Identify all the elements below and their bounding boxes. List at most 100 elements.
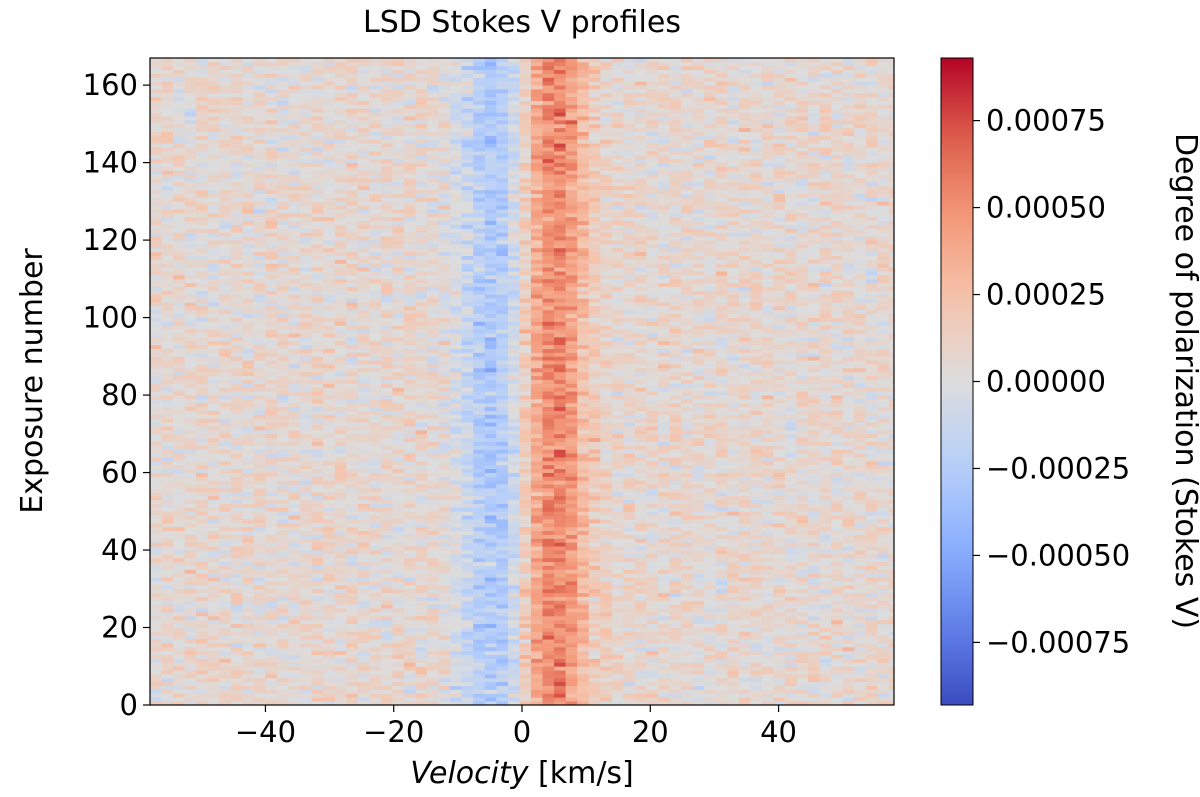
heatmap-cell bbox=[450, 693, 463, 698]
heatmap-cell bbox=[842, 584, 855, 590]
heatmap-cell bbox=[831, 437, 844, 442]
heatmap-cell bbox=[196, 643, 209, 648]
heatmap-cell bbox=[334, 526, 347, 532]
heatmap-cell bbox=[473, 410, 486, 415]
heatmap-cell bbox=[646, 445, 659, 450]
heatmap-cell bbox=[253, 623, 266, 628]
heatmap-cell bbox=[623, 530, 636, 535]
heatmap-cell bbox=[796, 526, 809, 532]
heatmap-cell bbox=[519, 550, 532, 555]
heatmap-cell bbox=[750, 646, 763, 652]
heatmap-cell bbox=[784, 697, 797, 702]
heatmap-cell bbox=[196, 662, 209, 667]
heatmap-cell bbox=[692, 507, 705, 512]
heatmap-cell bbox=[323, 468, 336, 473]
heatmap-cell bbox=[150, 577, 162, 582]
heatmap-cell bbox=[357, 530, 370, 535]
heatmap-cell bbox=[888, 476, 895, 481]
heatmap-cell bbox=[530, 553, 543, 559]
heatmap-cell bbox=[380, 429, 393, 435]
heatmap-cell bbox=[496, 457, 509, 462]
heatmap-cell bbox=[219, 422, 232, 427]
heatmap-cell bbox=[207, 453, 220, 458]
heatmap-cell bbox=[819, 464, 832, 470]
heatmap-cell bbox=[681, 484, 693, 489]
heatmap-cell bbox=[623, 511, 636, 516]
heatmap-cell bbox=[346, 445, 359, 450]
heatmap-cell bbox=[461, 499, 474, 504]
heatmap-cell bbox=[403, 433, 416, 439]
heatmap-cell bbox=[727, 550, 740, 555]
heatmap-cell bbox=[519, 426, 532, 431]
heatmap-cell bbox=[600, 491, 613, 497]
heatmap-cell bbox=[784, 410, 797, 415]
heatmap-cell bbox=[242, 538, 255, 543]
heatmap-cell bbox=[611, 697, 624, 702]
heatmap-cell bbox=[761, 410, 774, 415]
heatmap-cell bbox=[646, 433, 659, 439]
heatmap-cell bbox=[253, 406, 266, 411]
heatmap-cell bbox=[415, 457, 428, 462]
heatmap-cell bbox=[530, 550, 543, 555]
heatmap-cell bbox=[738, 534, 751, 539]
heatmap-cell bbox=[300, 538, 313, 543]
heatmap-cell bbox=[796, 612, 809, 617]
heatmap-cell bbox=[484, 449, 497, 454]
heatmap-cell bbox=[450, 592, 463, 597]
heatmap-cell bbox=[473, 619, 486, 625]
heatmap-cell bbox=[323, 701, 336, 706]
heatmap-cell bbox=[715, 584, 728, 590]
heatmap-cell bbox=[554, 522, 567, 528]
heatmap-cell bbox=[253, 604, 266, 609]
heatmap-cell bbox=[184, 681, 197, 687]
heatmap-cell bbox=[554, 460, 567, 466]
heatmap-cell bbox=[808, 445, 820, 450]
heatmap-cell bbox=[473, 503, 486, 508]
heatmap-cell bbox=[657, 670, 670, 675]
heatmap-cell bbox=[173, 445, 186, 450]
heatmap-cell bbox=[507, 569, 520, 574]
heatmap-cell bbox=[888, 488, 895, 493]
heatmap-cell bbox=[380, 674, 393, 679]
heatmap-cell bbox=[657, 418, 670, 423]
heatmap-cell bbox=[184, 693, 197, 698]
heatmap-cell bbox=[831, 588, 844, 594]
heatmap-cell bbox=[265, 468, 278, 473]
heatmap-cell bbox=[450, 488, 463, 493]
heatmap-cell bbox=[750, 515, 763, 520]
heatmap-cell bbox=[704, 573, 717, 578]
heatmap-cell bbox=[184, 422, 197, 427]
heatmap-cell bbox=[831, 457, 844, 462]
heatmap-cell bbox=[530, 422, 543, 427]
heatmap-cell bbox=[611, 495, 624, 501]
heatmap-cell bbox=[808, 519, 820, 524]
heatmap-cell bbox=[704, 670, 717, 675]
heatmap-cell bbox=[334, 670, 347, 675]
heatmap-cell bbox=[276, 542, 289, 547]
heatmap-cell bbox=[796, 569, 809, 574]
heatmap-cell bbox=[865, 592, 878, 597]
heatmap-cell bbox=[196, 693, 209, 698]
heatmap-cell bbox=[415, 654, 428, 659]
heatmap-cell bbox=[196, 565, 209, 570]
heatmap-cell bbox=[253, 437, 266, 442]
heatmap-cell bbox=[450, 654, 463, 659]
heatmap-cell bbox=[473, 557, 486, 563]
heatmap-cell bbox=[530, 437, 543, 442]
heatmap-cell bbox=[438, 573, 451, 578]
heatmap-cell bbox=[438, 600, 451, 605]
heatmap-cell bbox=[438, 410, 451, 415]
heatmap-cell bbox=[750, 650, 763, 656]
heatmap-cell bbox=[346, 550, 359, 555]
heatmap-cell bbox=[161, 685, 174, 690]
heatmap-cell bbox=[542, 670, 555, 675]
heatmap-cell bbox=[588, 511, 601, 516]
heatmap-cell bbox=[565, 429, 578, 435]
heatmap-cell bbox=[311, 515, 324, 520]
heatmap-cell bbox=[773, 453, 786, 458]
heatmap-cell bbox=[427, 581, 440, 586]
heatmap-cell bbox=[704, 553, 717, 559]
heatmap-cell bbox=[588, 433, 601, 439]
heatmap-cell bbox=[646, 503, 659, 508]
heatmap-cell bbox=[450, 491, 463, 497]
